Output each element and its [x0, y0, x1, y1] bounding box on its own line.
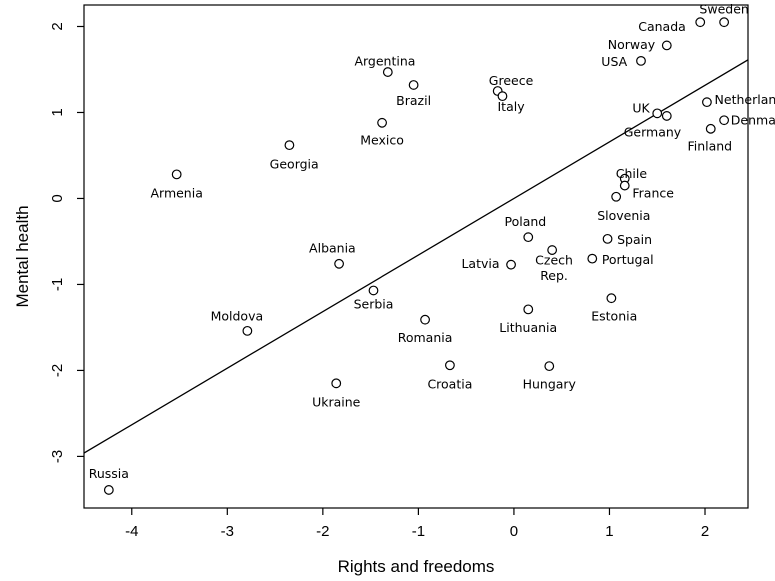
y-axis-label: Mental health [13, 205, 32, 307]
point-label-albania: Albania [309, 241, 356, 256]
point-albania [334, 258, 344, 269]
point-slovenia [611, 191, 622, 202]
chart-marks: Sweden Canada Norway USA Argentina Brazil Gree… [84, 2, 775, 495]
point-denmark [719, 115, 730, 126]
point-label-chile: Chile [616, 166, 648, 181]
point-label-usa: USA [601, 54, 627, 69]
point-label-slovenia: Slovenia [597, 208, 650, 223]
axes: -4 -3 -2 -1 0 1 2 -3 -2 -1 0 1 2 [49, 4, 749, 540]
point-canada [695, 17, 706, 28]
point-label-rep: Rep. [540, 268, 568, 283]
x-tick-label: -1 [412, 523, 425, 540]
point-label-sweden: Sweden [699, 2, 748, 17]
point-uk [652, 108, 663, 119]
point-label-norway: Norway [608, 37, 656, 52]
x-tick-label: 0 [510, 523, 518, 540]
x-tick-label: -2 [316, 523, 329, 540]
y-tick-label: -2 [49, 364, 66, 377]
x-tick-label: 2 [701, 523, 709, 540]
y-tick-label: 2 [49, 22, 66, 30]
point-hungary [544, 361, 555, 372]
x-tick-label: 1 [605, 523, 613, 540]
point-label-greece: Greece [489, 73, 534, 88]
point-finland [705, 123, 716, 134]
point-italy [497, 91, 508, 102]
point-label-italy: Italy [497, 99, 525, 114]
point-france [619, 180, 630, 191]
y-tick-label: 1 [49, 108, 66, 116]
point-label-mexico: Mexico [360, 132, 404, 147]
x-tick-label: -4 [125, 523, 138, 540]
point-serbia [368, 285, 379, 296]
point-mexico [377, 117, 387, 128]
point-label-hungary: Hungary [523, 377, 577, 392]
x-axis-label: Rights and freedoms [338, 557, 495, 576]
point-sweden [719, 17, 730, 28]
point-estonia [606, 293, 617, 304]
point-czech [547, 245, 558, 255]
point-label-portugal: Portugal [602, 252, 654, 267]
point-brazil [408, 80, 419, 90]
point-label-france: France [632, 186, 674, 201]
point-croatia [445, 360, 455, 371]
regression-line [84, 59, 748, 454]
point-label-ukraine: Ukraine [312, 395, 361, 410]
point-label-serbia: Serbia [354, 297, 394, 312]
point-armenia [171, 169, 182, 180]
point-portugal [587, 253, 598, 264]
point-romania [420, 314, 430, 325]
point-label-canada: Canada [638, 19, 686, 34]
point-georgia [284, 140, 295, 151]
point-label-brazil: Brazil [396, 93, 431, 108]
point-label-romania: Romania [398, 330, 453, 345]
point-label-latvia: Latvia [461, 256, 499, 271]
point-latvia [506, 259, 516, 270]
point-label-germany: Germany [624, 125, 682, 140]
point-label-denmark: Denmark [731, 113, 775, 128]
point-ukraine [331, 378, 342, 389]
point-label-russia: Russia [89, 466, 129, 481]
y-tick-label: 0 [49, 194, 66, 202]
point-label-moldova: Moldova [211, 309, 264, 324]
point-label-georgia: Georgia [270, 156, 319, 171]
point-label-croatia: Croatia [427, 377, 472, 392]
point-label-armenia: Armenia [150, 186, 202, 201]
x-tick-label: -3 [221, 523, 234, 540]
point-poland [523, 232, 534, 243]
point-lithuania [523, 304, 534, 315]
plot-frame [83, 4, 749, 509]
point-moldova [242, 325, 253, 336]
point-label-uk: UK [632, 101, 650, 116]
point-label-finland: Finland [687, 138, 732, 153]
point-usa [636, 55, 646, 66]
point-label-czech: Czech [535, 253, 573, 268]
point-label-spain: Spain [617, 232, 652, 247]
y-tick-label: -3 [49, 450, 66, 463]
point-label-estonia: Estonia [591, 309, 637, 324]
y-tick-label: -1 [49, 278, 66, 291]
point-label-netherlands: Netherlands [715, 92, 775, 107]
point-label-poland: Poland [505, 214, 547, 229]
point-spain [602, 233, 613, 244]
point-label-argentina: Argentina [354, 53, 415, 68]
point-argentina [382, 67, 393, 77]
point-label-lithuania: Lithuania [499, 320, 557, 335]
point-russia [103, 485, 114, 495]
point-netherlands [702, 97, 712, 108]
point-germany [661, 111, 672, 121]
point-norway [661, 40, 672, 51]
